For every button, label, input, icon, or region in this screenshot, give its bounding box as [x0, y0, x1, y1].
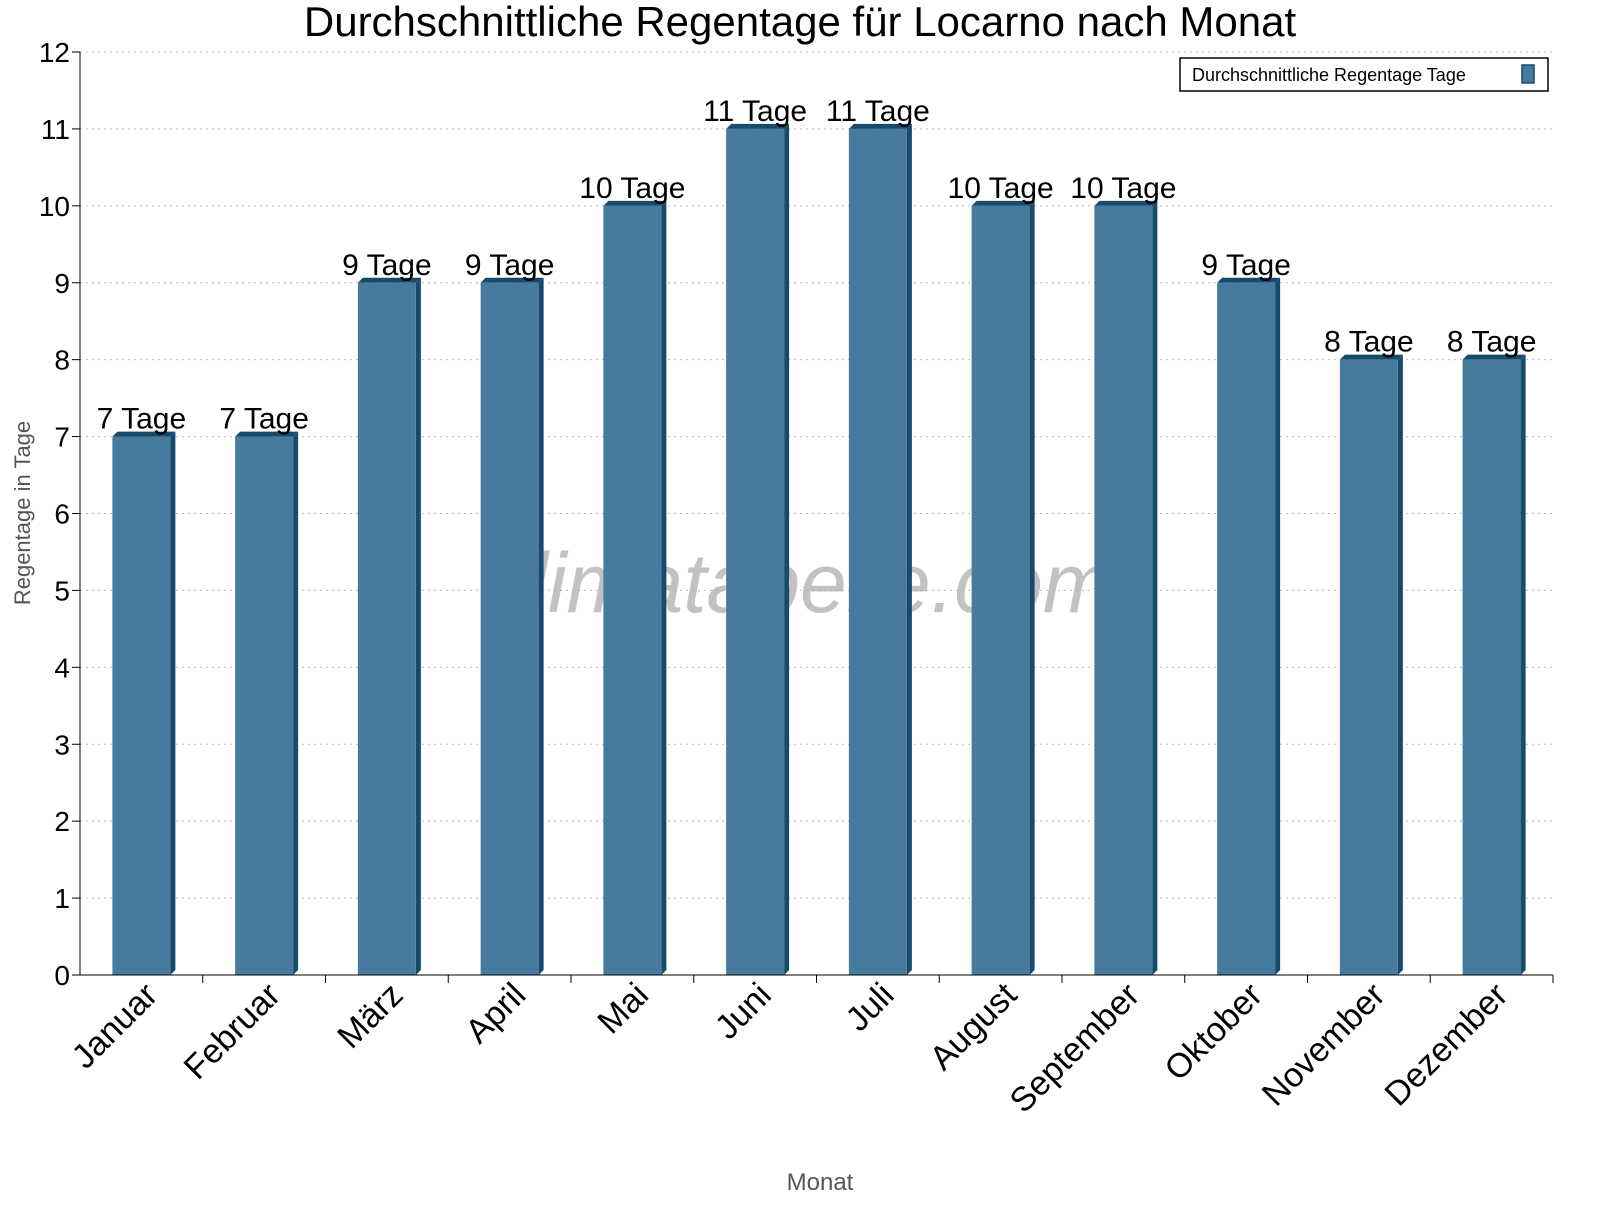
x-tick-label: Oktober [1157, 976, 1269, 1088]
bar [1217, 282, 1276, 975]
y-tick-label: 6 [54, 499, 70, 530]
y-axis-label: Regentage in Tage [10, 421, 35, 605]
x-tick-label: Februar [177, 976, 288, 1087]
y-tick-label: 0 [54, 960, 70, 991]
bar-side [1029, 200, 1035, 976]
bar [480, 282, 539, 975]
bar-side [538, 277, 544, 975]
x-tick-label: Juni [708, 976, 779, 1047]
bar [1462, 359, 1521, 976]
bar-top [971, 200, 1035, 206]
data-label: 9 Tage [342, 249, 432, 282]
bar-top [1339, 354, 1403, 360]
data-label: 10 Tage [1070, 172, 1176, 205]
bar-top [357, 277, 421, 283]
y-tick-label: 1 [54, 883, 70, 914]
bar-side [1520, 354, 1526, 976]
bar [112, 436, 171, 975]
legend-label: Durchschnittliche Regentage Tage [1192, 65, 1466, 85]
bar [357, 282, 416, 975]
y-tick-label: 8 [54, 345, 70, 376]
bar-top [848, 123, 912, 129]
data-label: 8 Tage [1324, 326, 1414, 359]
legend-swatch [1521, 64, 1535, 84]
bar-side [784, 123, 790, 975]
x-tick-label: März [330, 976, 410, 1056]
data-label: 9 Tage [1201, 249, 1291, 282]
y-tick-label: 4 [54, 652, 70, 683]
x-tick-label: September [1003, 976, 1147, 1120]
y-tick-label: 7 [54, 422, 70, 453]
x-tick-label: Mai [590, 976, 656, 1042]
bar-side [906, 123, 912, 975]
bar-side [661, 200, 667, 976]
bar-top [112, 431, 176, 437]
x-tick-label: August [923, 975, 1025, 1077]
y-tick-label: 5 [54, 575, 70, 606]
bar-top [726, 123, 790, 129]
x-tick-label: November [1255, 976, 1393, 1114]
x-axis-label: Monat [787, 1169, 854, 1196]
data-label: 11 Tage [826, 95, 930, 128]
x-tick-label: Dezember [1378, 976, 1516, 1114]
bar-top [1217, 277, 1281, 283]
bar-side [415, 277, 421, 975]
x-tick-label: Januar [65, 976, 165, 1076]
data-label: 10 Tage [948, 172, 1054, 205]
bar-side [1397, 354, 1403, 976]
y-tick-label: 10 [39, 191, 70, 222]
x-tick-label: Juli [839, 976, 902, 1039]
chart-title: Durchschnittliche Regentage für Locarno … [304, 0, 1297, 45]
bar [726, 128, 785, 975]
bar [1339, 359, 1398, 976]
bar [971, 205, 1030, 976]
x-tick-label: April [458, 976, 533, 1051]
bar [603, 205, 662, 976]
data-label: 9 Tage [465, 249, 555, 282]
bar-top [1094, 200, 1158, 206]
bar-side [1152, 200, 1158, 976]
bar-top [480, 277, 544, 283]
legend: Durchschnittliche Regentage Tage [1179, 57, 1549, 92]
bar-side [170, 431, 176, 975]
y-tick-label: 2 [54, 806, 70, 837]
bar-side [1275, 277, 1281, 975]
bar-top [235, 431, 299, 437]
data-label: 11 Tage [703, 95, 807, 128]
bar-top [1462, 354, 1526, 360]
y-tick-label: 12 [39, 37, 70, 68]
y-tick-label: 11 [41, 114, 70, 145]
y-tick-label: 9 [54, 268, 70, 299]
bar-top [603, 200, 667, 206]
bar [1094, 205, 1153, 976]
data-label: 7 Tage [97, 403, 187, 436]
bar-side [293, 431, 299, 975]
data-label: 8 Tage [1447, 326, 1537, 359]
data-label: 10 Tage [579, 172, 685, 205]
y-tick-label: 3 [54, 729, 70, 760]
data-label: 7 Tage [219, 403, 309, 436]
bar [848, 128, 907, 975]
bar [235, 436, 294, 975]
